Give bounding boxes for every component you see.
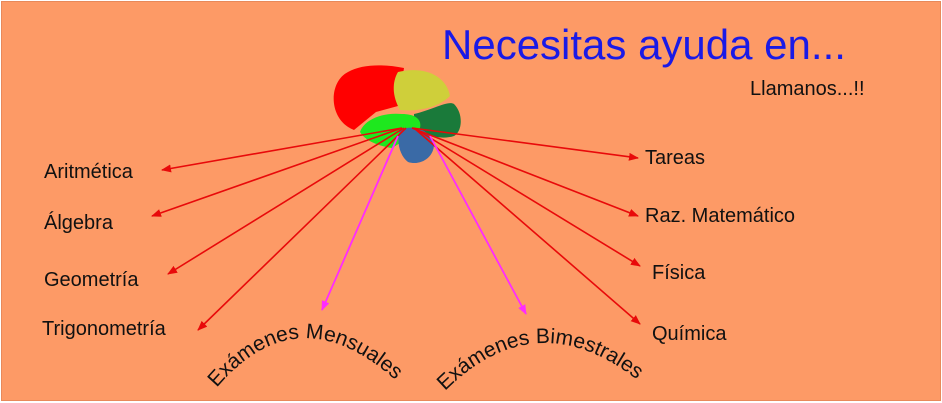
arrow-to-fisica (413, 127, 641, 267)
topic-label-quimica: Química (652, 323, 727, 345)
exam-label-bimestrales: Exámenes Bimestrales (433, 325, 648, 395)
topic-label-aritmetica: Aritmética (44, 161, 133, 183)
arrow-to-quimica (413, 127, 641, 325)
topic-label-raz-matematico: Raz. Matemático (645, 205, 796, 227)
arrow-to-aritmetica (161, 127, 403, 173)
page-title: Necesitas ayuda en... (442, 21, 846, 68)
arrow-to-tareas (411, 127, 639, 161)
topic-label-fisica: Física (652, 262, 706, 284)
brain-blue-lobe (398, 127, 434, 164)
brain-icon (333, 65, 461, 164)
left-topic-arrows (151, 127, 407, 331)
exam-label-mensuales: Exámenes Mensuales (203, 320, 407, 391)
brain-yellow-lobe (393, 70, 450, 111)
arrow-to-examenes-mensuales (321, 135, 399, 311)
topic-label-tareas: Tareas (645, 147, 706, 169)
topic-label-algebra: Álgebra (44, 212, 113, 234)
page-subtitle: Llamanos...!! (750, 78, 865, 100)
brain-dark-green-lobe (414, 103, 461, 138)
topic-label-geometria: Geometría (44, 269, 139, 291)
arrow-to-algebra (151, 127, 403, 217)
arrow-to-raz-matematico (411, 127, 639, 217)
right-topic-arrows (411, 127, 641, 325)
arrow-to-geometria (167, 127, 405, 275)
arrow-to-trigonometria (197, 127, 407, 331)
brain-red-lobe (333, 65, 404, 130)
topic-label-trigonometria: Trigonometría (42, 318, 166, 340)
arrow-to-examenes-bimestrales (429, 135, 527, 315)
exam-arrows (321, 135, 527, 315)
